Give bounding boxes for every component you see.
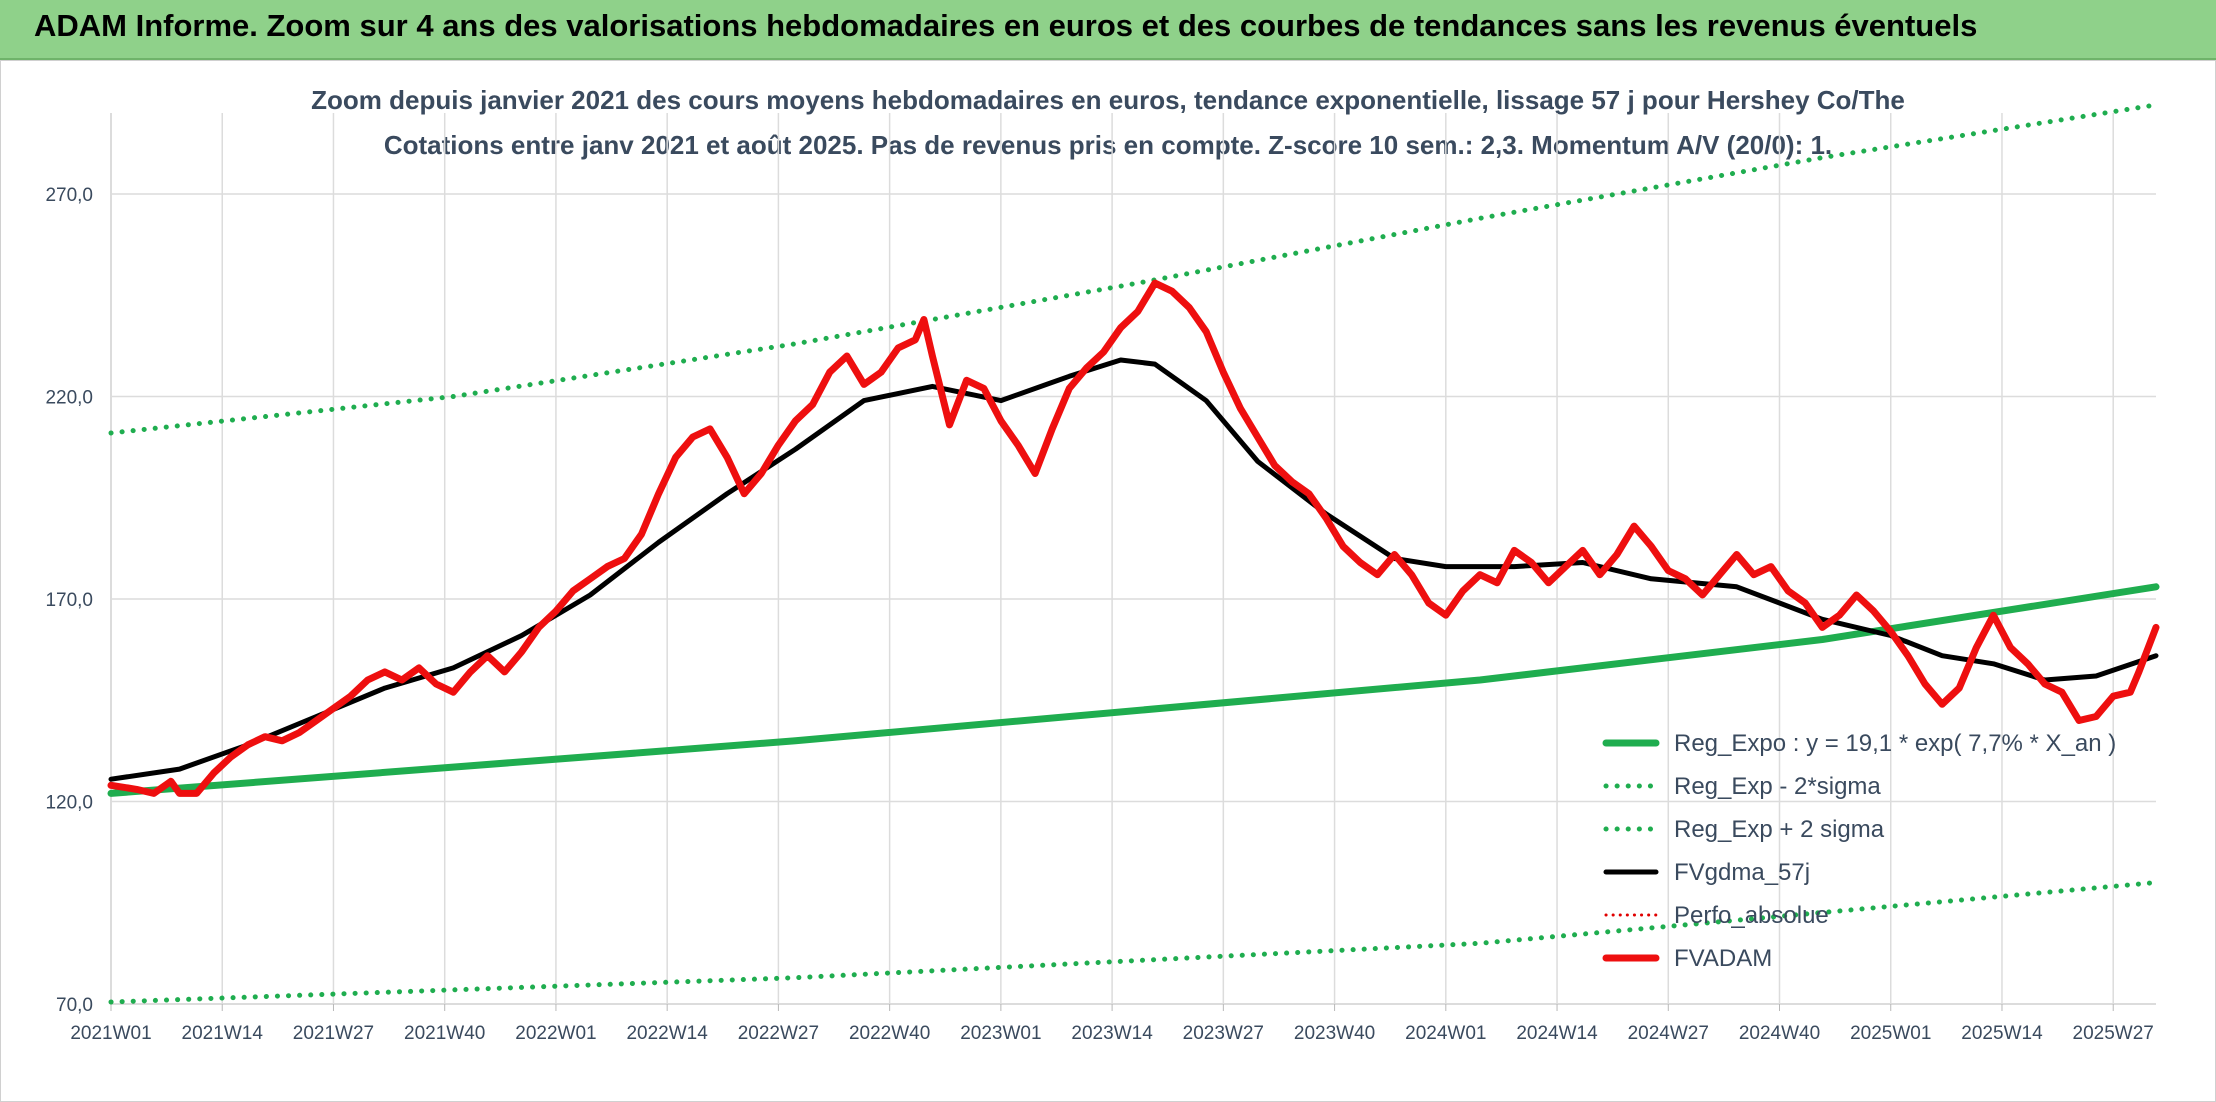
x-tick-label: 2023W27 (1183, 1023, 1264, 1044)
chart-svg: Zoom depuis janvier 2021 des cours moyen… (45, 85, 2160, 1044)
x-tick-label: 2025W27 (2073, 1023, 2154, 1044)
x-tick-label: 2024W14 (1516, 1023, 1598, 1044)
chart-grid (110, 113, 2156, 1011)
y-tick-label: 220,0 (45, 388, 93, 409)
series-line-fvgdma-57j (108, 357, 2159, 782)
x-tick-label: 2024W01 (1405, 1023, 1486, 1044)
legend-label: FVgdma_57j (1674, 859, 1810, 886)
x-tick-label: 2023W01 (960, 1023, 1041, 1044)
x-tick-label: 2023W14 (1071, 1023, 1153, 1044)
chart-title: Zoom depuis janvier 2021 des cours moyen… (311, 85, 1905, 115)
x-tick-label: 2022W14 (626, 1023, 708, 1044)
y-tick-label: 170,0 (45, 590, 93, 611)
y-tick-label: 120,0 (45, 793, 93, 814)
x-axis: 2021W01 2021W14 2021W27 2021W40 2022W01 2022W… (70, 1023, 2154, 1044)
series-line-reg-exp (108, 102, 2159, 436)
chart-subtitle: Cotations entre janv 2021 et août 2025. … (384, 130, 1832, 160)
chart-legend: Reg_Expo : y = 19,1 * exp( 7,7% * X_an )… (1602, 730, 2116, 972)
legend-label: FVADAM (1674, 945, 1772, 972)
x-tick-label: 2023W40 (1294, 1023, 1375, 1044)
y-tick-label: 70,0 (56, 995, 93, 1016)
series-layer (107, 102, 2160, 1005)
x-tick-label: 2025W14 (1961, 1023, 2043, 1044)
legend-label: Reg_Exp - 2*sigma (1674, 773, 1881, 800)
x-tick-label: 2021W14 (182, 1023, 264, 1044)
report-banner: ADAM Informe. Zoom sur 4 ans des valoris… (0, 0, 2216, 60)
y-tick-label: 270,0 (45, 185, 93, 206)
x-tick-label: 2021W01 (70, 1023, 151, 1044)
x-tick-label: 2025W01 (1850, 1023, 1931, 1044)
x-tick-label: 2021W40 (404, 1023, 485, 1044)
x-tick-label: 2022W40 (849, 1023, 930, 1044)
x-tick-label: 2021W27 (293, 1023, 374, 1044)
legend-label: Perfo_absolue (1674, 902, 1829, 929)
legend-label: Reg_Expo : y = 19,1 * exp( 7,7% * X_an ) (1674, 730, 2116, 757)
x-tick-label: 2024W27 (1628, 1023, 1709, 1044)
series-line-fvadam (107, 279, 2160, 797)
chart-area: Zoom depuis janvier 2021 des cours moyen… (0, 60, 2216, 1102)
report-title: ADAM Informe. Zoom sur 4 ans des valoris… (34, 8, 1978, 43)
series-line-reg-exp (108, 880, 2159, 1005)
x-tick-label: 2022W27 (738, 1023, 819, 1044)
series-line-reg-expo (107, 583, 2160, 797)
y-axis: 70,0 120,0 170,0 220,0 270,0 (45, 185, 93, 1016)
x-tick-label: 2022W01 (515, 1023, 596, 1044)
legend-label: Reg_Exp + 2 sigma (1674, 816, 1885, 843)
x-tick-label: 2024W40 (1739, 1023, 1820, 1044)
